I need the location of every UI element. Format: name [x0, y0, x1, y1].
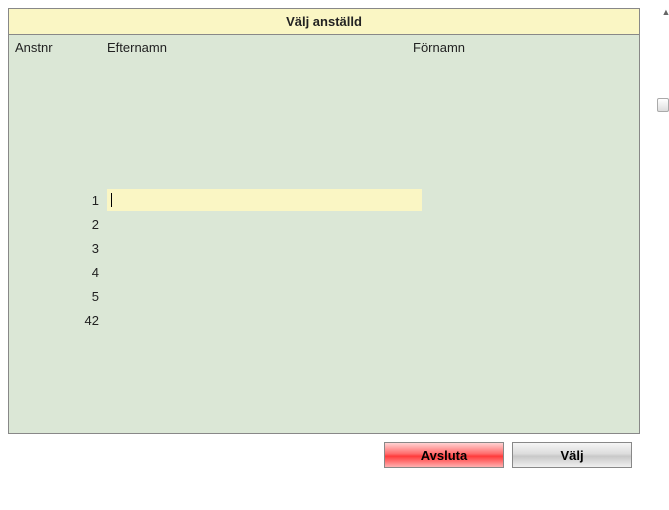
- cell-anstnr: 2: [9, 217, 107, 232]
- efternamn-cell: [107, 237, 422, 259]
- table-row[interactable]: 42: [9, 308, 639, 332]
- dialog-button-row: Avsluta Välj: [8, 436, 640, 476]
- scroll-up-icon[interactable]: ▲: [661, 8, 669, 16]
- efternamn-cell: [107, 285, 422, 307]
- cancel-button[interactable]: Avsluta: [384, 442, 504, 468]
- cell-anstnr: 42: [9, 313, 107, 328]
- cell-anstnr: 5: [9, 289, 107, 304]
- efternamn-cell: [107, 261, 422, 283]
- cell-anstnr: 4: [9, 265, 107, 280]
- table-row[interactable]: 4: [9, 260, 639, 284]
- list-body: 1 2 3 4 5 42: [9, 58, 639, 433]
- scrollbar[interactable]: ▲: [661, 8, 669, 496]
- dialog-title: Välj anställd: [9, 9, 639, 35]
- table-row[interactable]: 3: [9, 236, 639, 260]
- col-header-fornamn: Förnamn: [413, 40, 633, 55]
- table-row[interactable]: 1: [9, 188, 639, 212]
- efternamn-cell: [107, 309, 422, 331]
- cell-anstnr: 3: [9, 241, 107, 256]
- column-header-row: Anstnr Efternamn Förnamn: [9, 35, 639, 58]
- cell-anstnr: 1: [9, 193, 107, 208]
- employee-select-panel: Välj anställd Anstnr Efternamn Förnamn 1…: [8, 8, 640, 434]
- col-header-anstnr: Anstnr: [15, 40, 107, 55]
- efternamn-cell: [107, 213, 422, 235]
- text-caret: [111, 193, 112, 207]
- table-row[interactable]: 2: [9, 212, 639, 236]
- scroll-thumb[interactable]: [657, 98, 669, 112]
- efternamn-input[interactable]: [107, 189, 422, 211]
- col-header-efternamn: Efternamn: [107, 40, 413, 55]
- table-row[interactable]: 5: [9, 284, 639, 308]
- ok-button[interactable]: Välj: [512, 442, 632, 468]
